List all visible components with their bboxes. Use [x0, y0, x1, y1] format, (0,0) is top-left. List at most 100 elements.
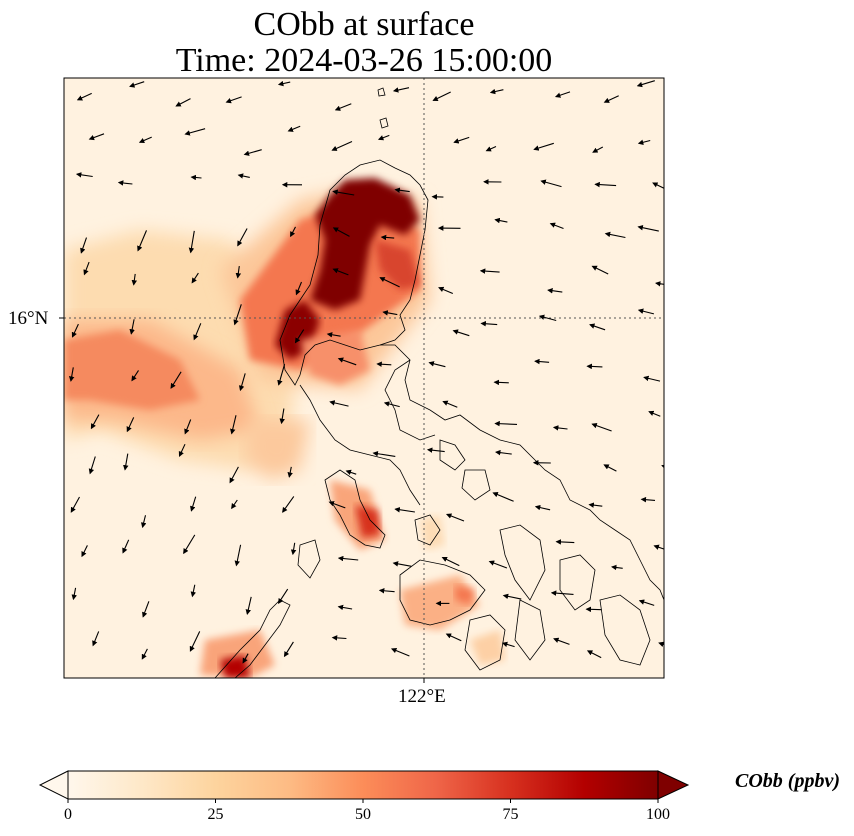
wind-arrow: [637, 225, 659, 232]
wind-arrow: [589, 323, 606, 331]
wind-arrow: [479, 268, 500, 274]
wind-arrow: [175, 98, 191, 107]
wind-arrow: [92, 631, 100, 647]
wind-arrow: [234, 544, 242, 567]
wind-vectors: [68, 80, 664, 664]
wind-arrow: [552, 425, 568, 431]
wind-arrow: [438, 286, 454, 295]
wind-arrow: [534, 504, 551, 511]
wind-arrow: [68, 367, 75, 382]
wind-arrow: [501, 641, 515, 648]
wind-arrow: [137, 230, 148, 252]
wind-arrow: [178, 443, 186, 457]
wind-arrow: [277, 80, 291, 87]
map-panel: [64, 78, 664, 678]
wind-arrow: [170, 371, 182, 389]
map-frame: [63, 77, 665, 679]
wind-arrow: [337, 604, 353, 611]
wind-arrow: [193, 323, 202, 341]
wind-arrow: [88, 133, 105, 141]
wind-arrow: [390, 648, 410, 657]
wind-arrow: [88, 456, 96, 475]
wind-arrow: [394, 507, 415, 513]
wind-arrow: [126, 417, 135, 433]
colorbar-tick-25: 25: [207, 806, 224, 823]
wind-arrow: [480, 320, 498, 327]
wind-arrow: [184, 128, 206, 136]
wind-arrow: [547, 287, 563, 294]
wind-arrow: [636, 80, 655, 88]
wind-arrow: [83, 261, 90, 276]
wind-arrow: [183, 534, 196, 555]
wind-arrow: [382, 310, 398, 316]
colorbar-tick-75: 75: [502, 806, 519, 823]
wind-arrow: [392, 561, 412, 567]
wind-arrow: [452, 329, 470, 337]
wind-arrow: [142, 601, 150, 618]
wind-arrow: [591, 265, 609, 275]
wind-arrow: [71, 323, 79, 338]
colorbar-gradient: [68, 771, 658, 799]
colorbar-tick-50: 50: [355, 806, 371, 823]
wind-arrow: [549, 222, 564, 230]
wind-arrow: [290, 226, 296, 238]
wind-arrow: [189, 631, 201, 652]
wind-arrow: [658, 641, 664, 647]
wind-arrow: [283, 641, 294, 658]
wind-arrow: [337, 357, 357, 366]
wind-arrow: [502, 593, 522, 600]
wind-arrow: [432, 91, 451, 101]
wind-arrow: [492, 492, 514, 502]
wind-arrow: [140, 515, 147, 529]
wind-arrow: [184, 419, 192, 435]
wind-arrow: [380, 234, 395, 241]
wind-arrow: [533, 142, 554, 151]
wind-arrow: [550, 590, 574, 596]
wind-arrow: [637, 308, 655, 315]
coastlines: [214, 87, 664, 678]
wind-arrow: [603, 95, 619, 103]
wind-arrow: [540, 179, 562, 188]
lat-tick-label: 16°N: [8, 308, 49, 329]
wind-arrow: [428, 361, 446, 368]
wind-arrow: [534, 358, 550, 365]
wind-arrow: [637, 139, 651, 145]
wind-arrow: [442, 400, 458, 408]
colorbar-label: CObb (ppbv): [735, 770, 840, 792]
wind-arrow: [188, 230, 195, 254]
colorbar-extend-max: [657, 770, 690, 800]
wind-arrow: [332, 189, 355, 196]
wind-arrow: [489, 88, 504, 95]
wind-arrow: [131, 273, 138, 286]
wind-arrow: [377, 134, 390, 141]
wind-arrow: [278, 588, 289, 605]
wind-arrow: [138, 136, 152, 144]
wind-arrow: [594, 181, 617, 188]
wind-arrow: [190, 584, 196, 598]
wind-arrow: [90, 414, 100, 430]
wind-arrow: [586, 650, 602, 659]
wind-arrow: [586, 363, 603, 370]
wind-arrow: [233, 304, 242, 326]
wind-arrow: [191, 272, 199, 284]
colorbar-extend-min: [38, 770, 69, 800]
wind-arrow: [235, 266, 242, 279]
wind-arrow: [326, 332, 341, 338]
wind-arrow: [640, 496, 656, 503]
wind-arrow: [445, 633, 462, 642]
wind-arrow: [231, 499, 238, 510]
wind-arrow: [555, 539, 575, 545]
wind-arrow: [383, 401, 400, 408]
wind-arrow: [129, 81, 145, 88]
wind-arrow: [237, 173, 250, 179]
wind-arrow: [453, 136, 470, 144]
wind-arrow: [538, 314, 557, 322]
title-line-2: Time: 2024-03-26 15:00:00: [175, 42, 553, 79]
wind-arrow: [287, 125, 301, 132]
wind-arrow: [287, 466, 293, 478]
wind-arrow: [75, 172, 93, 178]
wind-arrow: [332, 268, 349, 276]
wind-arrow: [81, 545, 88, 558]
wind-arrow: [295, 281, 303, 296]
